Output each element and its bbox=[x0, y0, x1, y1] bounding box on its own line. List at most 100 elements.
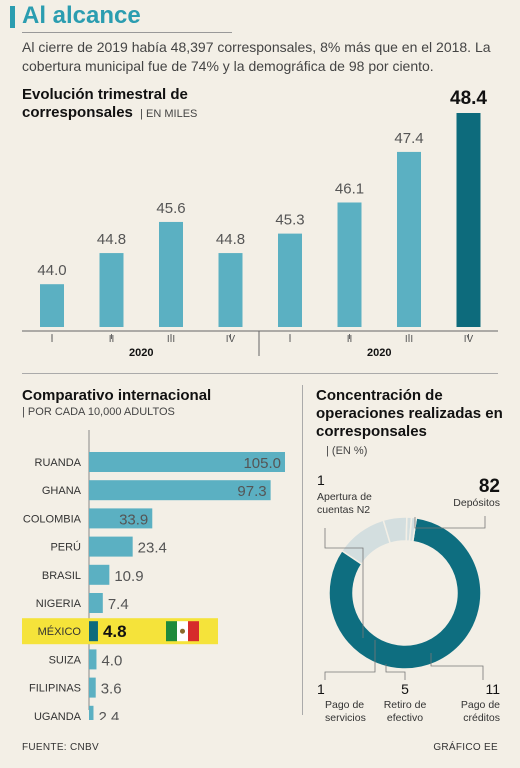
mexico-flag-red bbox=[188, 621, 199, 642]
country-bar bbox=[89, 452, 285, 472]
country-value-label: 97.3 bbox=[237, 483, 266, 500]
country-value-label: 4.0 bbox=[101, 652, 122, 669]
donut-category-label-line: Pago de bbox=[325, 699, 364, 711]
country-value-label: 10.9 bbox=[114, 568, 143, 585]
donut-category-label-line: Apertura de bbox=[317, 491, 372, 503]
bar-value-label: 44.0 bbox=[37, 262, 66, 279]
donut-value-label: 11 bbox=[485, 681, 500, 697]
x-tick-label: II bbox=[347, 334, 353, 345]
donut-leader-line bbox=[414, 516, 486, 529]
donut-value-label: 1 bbox=[317, 681, 325, 697]
donut-leader-line bbox=[430, 653, 484, 680]
bar-value-label: 46.1 bbox=[335, 180, 364, 197]
bar-value-label: 47.4 bbox=[394, 130, 423, 147]
bar-value-label: 48.4 bbox=[450, 88, 487, 109]
title-accent-bar bbox=[10, 6, 15, 28]
donut-category-label-line: Retiro de bbox=[384, 699, 427, 711]
country-bar bbox=[89, 677, 96, 698]
donut-category-label: Apertura de cuentas N2 bbox=[317, 491, 372, 516]
donut-category-label-line: créditos bbox=[463, 712, 500, 724]
country-value-label: 7.4 bbox=[108, 596, 129, 613]
x-tick-label: IV bbox=[464, 334, 474, 345]
quarterly-chart-unit: | EN MILES bbox=[137, 108, 198, 120]
vertical-divider bbox=[302, 385, 303, 715]
donut-value-label: 5 bbox=[401, 681, 409, 697]
country-bar bbox=[89, 564, 110, 585]
page-title: Al alcance bbox=[22, 2, 141, 29]
country-value-label: 3.6 bbox=[101, 681, 122, 698]
source-note: FUENTE: CNBV bbox=[22, 742, 99, 753]
comparison-chart-unit-text: POR CADA 10,000 ADULTOS bbox=[27, 406, 175, 418]
donut-category-label-line: Pago de bbox=[461, 699, 500, 711]
country-bar bbox=[89, 649, 97, 670]
quarterly-bar-chart: 44.0 I 44.8 II 45.6 III 44.8 IV 45.3 I 46.1 II 47.4 I… bbox=[22, 88, 498, 359]
country-label: NIGERIA bbox=[36, 598, 82, 610]
donut-value-label: 82 bbox=[479, 476, 500, 497]
country-bar bbox=[89, 536, 133, 557]
year-group-label: 2020 bbox=[367, 347, 391, 359]
donut-category-label: Retiro de efectivo bbox=[384, 699, 427, 724]
country-bar bbox=[89, 508, 153, 529]
x-tick-label: II bbox=[109, 334, 115, 345]
donut-category-label: Pago de créditos bbox=[461, 699, 500, 724]
x-tick-label: I bbox=[51, 334, 54, 345]
country-bar bbox=[89, 480, 271, 501]
country-label: SUIZA bbox=[49, 654, 82, 666]
mexico-flag-emblem bbox=[180, 628, 185, 634]
comparison-chart-unit: | POR CADA 10,000 ADULTOS bbox=[22, 406, 175, 418]
bar-value-label: 45.6 bbox=[156, 200, 185, 217]
quarterly-chart-title: Evolución trimestral de corresponsales |… bbox=[22, 86, 242, 123]
country-value-label: 4.8 bbox=[103, 622, 127, 641]
bar-quarter bbox=[456, 113, 481, 327]
bar-value-label: 45.3 bbox=[275, 212, 304, 229]
section-divider bbox=[22, 373, 498, 374]
x-tick-label: III bbox=[405, 334, 413, 345]
graphic-credit: GRÁFICO EE bbox=[433, 742, 498, 753]
country-label: UGANDA bbox=[34, 711, 82, 720]
page-subtitle: Al cierre de 2019 había 48,397 correspon… bbox=[22, 39, 491, 74]
mexico-flag-green bbox=[166, 621, 177, 642]
bar-quarter bbox=[159, 221, 183, 327]
bar-quarter bbox=[278, 233, 302, 327]
donut-category-label: Depósitos bbox=[453, 497, 500, 509]
donut-category-label-line: Depósitos bbox=[453, 497, 500, 509]
country-label: MÉXICO bbox=[38, 625, 82, 638]
bar-value-label: 44.8 bbox=[97, 231, 126, 248]
country-label: GHANA bbox=[42, 485, 82, 497]
title-underline bbox=[22, 32, 232, 33]
country-value-label: 105.0 bbox=[243, 455, 281, 472]
country-bar-chart: RUANDA 105.0 GHANA 97.3 COLOMBIA 33.9 PERÚ 23.4… bbox=[22, 430, 285, 720]
country-value-label: 23.4 bbox=[138, 540, 167, 557]
country-bar bbox=[89, 593, 103, 613]
country-bar bbox=[89, 705, 94, 720]
bar-quarter bbox=[397, 151, 421, 327]
quarterly-chart-unit-text: EN MILES bbox=[146, 108, 198, 120]
country-value-label: 2.4 bbox=[98, 709, 119, 720]
bar-quarter bbox=[40, 284, 64, 327]
bar-value-label: 44.8 bbox=[216, 231, 245, 248]
bar-quarter bbox=[337, 202, 362, 327]
donut-chart-unit-text: (EN %) bbox=[331, 445, 368, 457]
donut-leader-line bbox=[385, 664, 406, 680]
country-label: BRASIL bbox=[42, 570, 81, 582]
country-label: PERÚ bbox=[50, 541, 81, 554]
donut-category-label: Pago de servicios bbox=[325, 699, 366, 724]
donut-chart-unit: | (EN %) bbox=[326, 445, 368, 457]
country-label: COLOMBIA bbox=[23, 513, 82, 525]
donut-leader-line bbox=[324, 640, 376, 680]
bar-quarter bbox=[218, 253, 243, 327]
donut-category-label-line: cuentas N2 bbox=[317, 504, 370, 516]
x-tick-label: I bbox=[289, 334, 292, 345]
donut-value-label: 1 bbox=[317, 472, 325, 488]
quarterly-chart-title-text: Evolución trimestral de corresponsales bbox=[22, 86, 188, 121]
comparison-chart-title: Comparativo internacional bbox=[22, 387, 212, 404]
country-label: RUANDA bbox=[35, 457, 82, 469]
country-value-label: 33.9 bbox=[119, 511, 148, 528]
donut-leader-line bbox=[324, 528, 364, 638]
country-label: FILIPINAS bbox=[29, 683, 81, 695]
donut-chart-title: Concentración de operaciones realizadas … bbox=[316, 387, 503, 440]
x-tick-label: IV bbox=[226, 334, 236, 345]
bar-quarter bbox=[99, 253, 124, 327]
donut-slice bbox=[328, 516, 482, 670]
